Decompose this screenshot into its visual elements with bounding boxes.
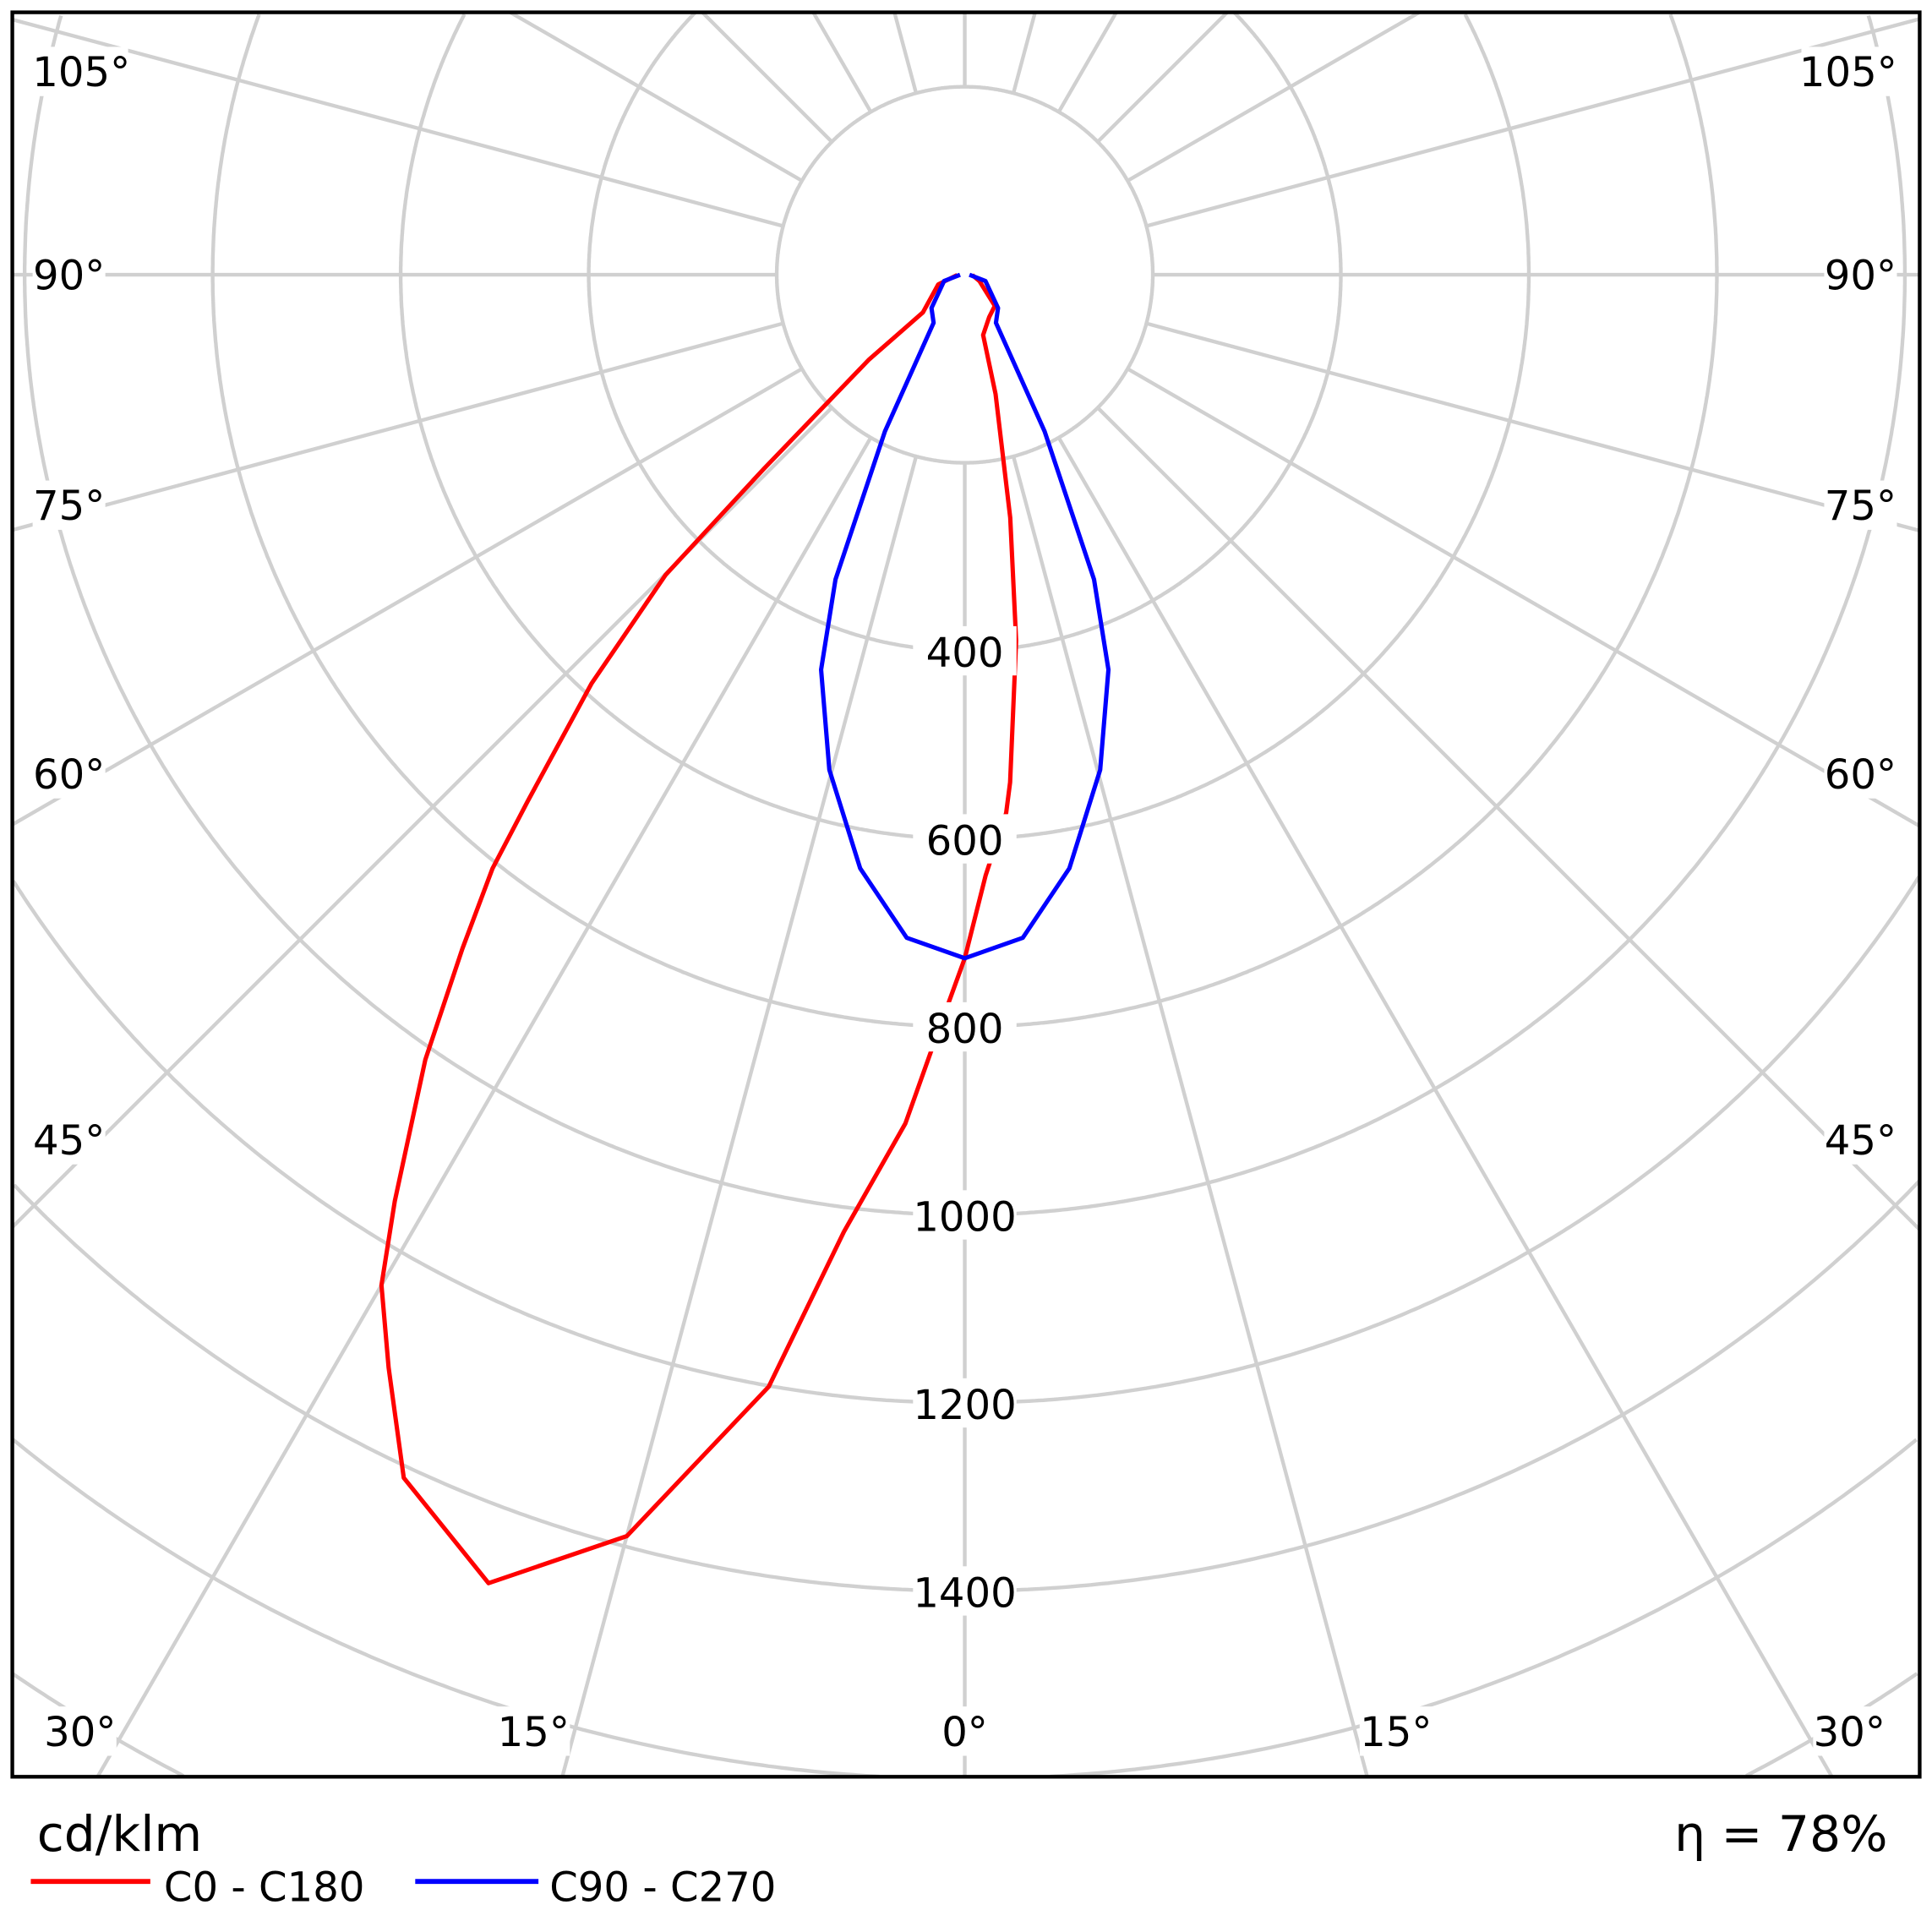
angle-label-right: 60° [1825, 751, 1897, 799]
angle-label-bg [1801, 46, 1896, 96]
radial-tick-label: 1200 [913, 1382, 1016, 1429]
radial-tick-label: 600 [926, 817, 1004, 865]
angle-label-bg [1359, 1706, 1433, 1756]
grid-spoke-285 [12, 321, 784, 532]
unit-label: cd/klm [37, 1805, 202, 1863]
radial-label-bg [913, 814, 1017, 864]
angle-label-bg [32, 480, 106, 530]
angle-label-right: 30° [1814, 1709, 1886, 1756]
angle-label-bg [1824, 1115, 1897, 1165]
angle-label-left: 45° [33, 1117, 105, 1165]
angle-label-left: 75° [33, 483, 105, 530]
angle-label-left: 105° [32, 49, 130, 96]
angle-label-left: 30° [44, 1709, 116, 1756]
radial-tick-label: 1400 [913, 1569, 1016, 1617]
angle-label-bg [1824, 749, 1897, 799]
plot-frame [10, 10, 1922, 1779]
radial-label-bg [913, 1378, 1017, 1428]
curves [379, 272, 1111, 1585]
angle-label-left: 15° [498, 1709, 570, 1756]
legend-label-c0-c180: C0 - C180 [164, 1864, 365, 1912]
angle-label-bg [1824, 249, 1897, 300]
grid-spoke-195 [892, 12, 919, 94]
angle-label-right: 45° [1825, 1117, 1897, 1165]
angle-tick-labels: 105° 90° 75° 60° 45° 30° 15° 0° 105° 90° 75° 60° 45°… [32, 46, 1897, 1756]
grid-spoke-30 [1056, 436, 1834, 1777]
grid-circle-600 [398, 13, 1531, 841]
grid-spoke-60 [1127, 367, 1920, 828]
radial-label-bg [913, 1190, 1017, 1240]
grid-spoke-135 [1096, 12, 1229, 144]
series-curve-1 [818, 272, 1111, 961]
grid-spoke-210 [811, 12, 873, 113]
angle-label-left: 0° [941, 1709, 988, 1756]
legend-label-c90-c270: C90 - C270 [549, 1864, 776, 1912]
grid-spoke-75 [1145, 321, 1920, 532]
angle-label-right: 90° [1825, 253, 1897, 300]
angle-label-bg [1813, 1706, 1886, 1756]
efficiency-label: η = 78% [1674, 1805, 1887, 1863]
grid-spoke-300 [12, 367, 803, 827]
angle-label-bg [43, 1706, 117, 1756]
grid-spoke-255 [12, 18, 784, 228]
grid-spoke-165 [1012, 12, 1037, 94]
grid-circle-800 [210, 14, 1719, 1029]
radial-label-bg [913, 625, 1017, 676]
angle-label-left: 90° [33, 253, 105, 300]
grid-spoke-105 [1145, 17, 1920, 228]
radial-tick-labels: 400 600 800 1000 1200 1400 [913, 625, 1017, 1617]
angle-label-bg [938, 1706, 991, 1756]
angle-label-bg [32, 749, 106, 799]
angle-label-bg [1824, 480, 1897, 530]
grid-circle-400 [587, 12, 1343, 653]
grid-spoke-15 [1012, 456, 1369, 1777]
radial-tick-label: 800 [926, 1006, 1004, 1053]
radial-label-bg [913, 1566, 1017, 1616]
angle-label-bg [32, 1115, 106, 1165]
radial-label-bg [913, 1001, 1017, 1052]
angle-label-bg [32, 249, 106, 300]
grid-spoke-345 [560, 456, 919, 1777]
grid-spoke-330 [96, 436, 873, 1777]
angle-label-right: 105° [1799, 49, 1897, 96]
grid-spoke-225 [701, 12, 833, 144]
angle-label-bg [34, 46, 128, 96]
angle-label-bg [497, 1706, 570, 1756]
grid-circle-1600 [12, 1438, 1918, 1777]
grid-spoke-120 [1127, 12, 1421, 183]
angle-label-right: 75° [1825, 483, 1897, 530]
angle-label-left: 60° [33, 751, 105, 799]
grid-spoke-240 [509, 12, 803, 183]
series-curve-0 [379, 273, 1018, 1585]
radial-tick-label: 400 [926, 630, 1004, 677]
radial-tick-label: 1000 [913, 1193, 1016, 1241]
grid-spoke-45 [1096, 406, 1920, 1231]
angle-label-right: 15° [1360, 1709, 1432, 1756]
legend: C0 - C180 C90 - C270 [30, 1864, 776, 1912]
grid-spoke-150 [1056, 12, 1118, 113]
